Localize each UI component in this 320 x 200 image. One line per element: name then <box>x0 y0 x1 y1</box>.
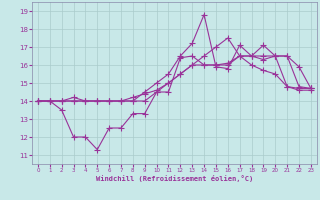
X-axis label: Windchill (Refroidissement éolien,°C): Windchill (Refroidissement éolien,°C) <box>96 175 253 182</box>
